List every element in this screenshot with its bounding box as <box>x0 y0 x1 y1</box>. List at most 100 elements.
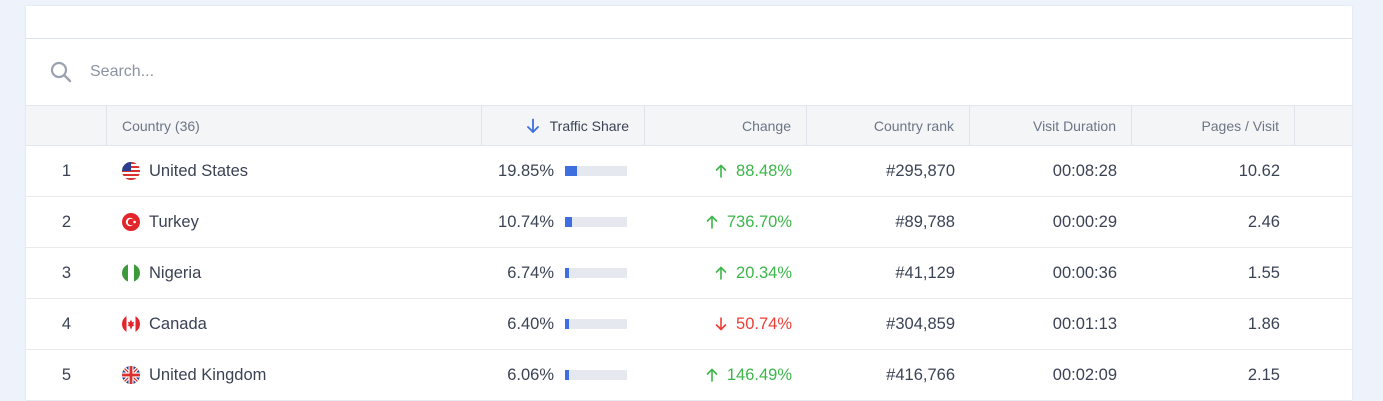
arrow-up-icon <box>706 215 718 229</box>
table-row[interactable]: 5 United Kingdom <box>26 350 1352 401</box>
traffic-share-bar-fill <box>565 217 572 227</box>
pages-per-visit-value: 2.15 <box>1247 365 1280 384</box>
table-row[interactable]: 1 United States 19.85% <box>26 146 1352 197</box>
country-rank-value: #304,859 <box>886 314 955 333</box>
arrow-up-icon <box>706 368 718 382</box>
change-cell: 20.34% <box>645 248 807 298</box>
country-name: Canada <box>149 314 207 333</box>
row-rank: 2 <box>61 212 72 231</box>
search-icon <box>50 61 72 83</box>
change-column-header[interactable]: Change <box>645 106 807 145</box>
change-value: 20.34% <box>736 263 792 282</box>
change-cell: 88.48% <box>645 146 807 196</box>
country-cell[interactable]: United States <box>107 146 482 196</box>
rank-column-header <box>26 106 107 145</box>
row-rank: 5 <box>61 365 72 384</box>
spacer-cell <box>1295 197 1352 247</box>
arrow-down-icon <box>715 317 727 331</box>
visit-duration-column-label: Visit Duration <box>1032 117 1116 134</box>
row-rank: 3 <box>61 263 72 282</box>
pages-per-visit-value: 10.62 <box>1238 161 1280 180</box>
traffic-share-bar <box>565 166 627 176</box>
country-name: Turkey <box>149 212 199 231</box>
pages-per-visit-value: 2.46 <box>1247 212 1280 231</box>
row-rank: 4 <box>61 314 72 333</box>
country-cell[interactable]: Canada <box>107 299 482 349</box>
visit-duration-column-header[interactable]: Visit Duration <box>970 106 1132 145</box>
change-column-label: Change <box>741 117 791 134</box>
change-cell: 736.70% <box>645 197 807 247</box>
table-body: 1 United States 19.85% <box>26 146 1352 401</box>
visit-duration-value: 00:02:09 <box>1052 365 1117 384</box>
arrow-up-icon <box>715 164 727 178</box>
traffic-share-value: 19.85% <box>498 161 554 180</box>
spacer-column-header <box>1295 106 1352 145</box>
traffic-share-bar-fill <box>565 319 569 329</box>
spacer-cell <box>1295 146 1352 196</box>
sort-descending-icon <box>526 118 539 133</box>
country-cell[interactable]: United Kingdom <box>107 350 482 400</box>
traffic-share-value: 6.06% <box>507 365 554 384</box>
uk-flag-icon <box>122 366 140 384</box>
pages-per-visit-value: 1.55 <box>1247 263 1280 282</box>
spacer-cell <box>1295 248 1352 298</box>
traffic-share-column-header[interactable]: Traffic Share <box>482 106 645 145</box>
change-value: 88.48% <box>736 161 792 180</box>
traffic-share-value: 6.40% <box>507 314 554 333</box>
search-input[interactable] <box>88 56 692 88</box>
country-rank-value: #295,870 <box>886 161 955 180</box>
traffic-share-cell: 6.06% <box>482 350 645 400</box>
pages-per-visit-column-label: Pages / Visit <box>1201 117 1279 134</box>
table-header: Country (36) Traffic Share Change Countr… <box>26 105 1352 146</box>
traffic-share-bar <box>565 319 627 329</box>
table-row[interactable]: 2 Turkey 10.74% 736.70% <box>26 197 1352 248</box>
traffic-share-bar-fill <box>565 166 578 176</box>
traffic-share-bar <box>565 370 627 380</box>
visit-duration-value: 00:01:13 <box>1052 314 1117 333</box>
traffic-share-column-label: Traffic Share <box>549 117 629 134</box>
country-rank-value: #416,766 <box>886 365 955 384</box>
country-rank-column-label: Country rank <box>873 117 954 134</box>
visit-duration-value: 00:00:29 <box>1052 212 1117 231</box>
country-cell[interactable]: Nigeria <box>107 248 482 298</box>
traffic-share-bar <box>565 268 627 278</box>
country-name: United Kingdom <box>149 365 267 384</box>
arrow-up-icon <box>715 266 727 280</box>
search-bar <box>26 39 1352 105</box>
pages-per-visit-value: 1.86 <box>1247 314 1280 333</box>
canada-flag-icon <box>122 315 140 333</box>
row-rank: 1 <box>61 161 72 180</box>
country-column-header[interactable]: Country (36) <box>107 106 482 145</box>
table-row[interactable]: 4 Canada 6.40% 50.74% <box>26 299 1352 350</box>
card-top-band <box>26 6 1352 39</box>
country-name: United States <box>149 161 249 180</box>
country-column-label: Country (36) <box>122 117 200 134</box>
traffic-share-cell: 6.74% <box>482 248 645 298</box>
change-cell: 146.49% <box>645 350 807 400</box>
country-cell[interactable]: Turkey <box>107 197 482 247</box>
turkey-flag-icon <box>122 213 140 231</box>
country-rank-value: #41,129 <box>895 263 955 282</box>
us-flag-icon <box>122 162 140 180</box>
change-value: 50.74% <box>736 314 792 333</box>
traffic-share-bar <box>565 217 627 227</box>
country-rank-value: #89,788 <box>895 212 955 231</box>
country-rank-column-header[interactable]: Country rank <box>807 106 970 145</box>
traffic-share-value: 6.74% <box>507 263 554 282</box>
traffic-share-value: 10.74% <box>498 212 554 231</box>
countries-card: Country (36) Traffic Share Change Countr… <box>26 6 1352 401</box>
change-value: 146.49% <box>726 365 792 384</box>
traffic-share-cell: 6.40% <box>482 299 645 349</box>
spacer-cell <box>1295 299 1352 349</box>
country-name: Nigeria <box>149 263 202 282</box>
visit-duration-value: 00:08:28 <box>1052 161 1117 180</box>
nigeria-flag-icon <box>122 264 140 282</box>
table-row[interactable]: 3 Nigeria 6.74% 20.34% #41,129 <box>26 248 1352 299</box>
pages-per-visit-column-header[interactable]: Pages / Visit <box>1132 106 1295 145</box>
change-cell: 50.74% <box>645 299 807 349</box>
traffic-share-bar-fill <box>565 370 569 380</box>
spacer-cell <box>1295 350 1352 400</box>
traffic-share-cell: 19.85% <box>482 146 645 196</box>
change-value: 736.70% <box>726 212 792 231</box>
visit-duration-value: 00:00:36 <box>1052 263 1117 282</box>
